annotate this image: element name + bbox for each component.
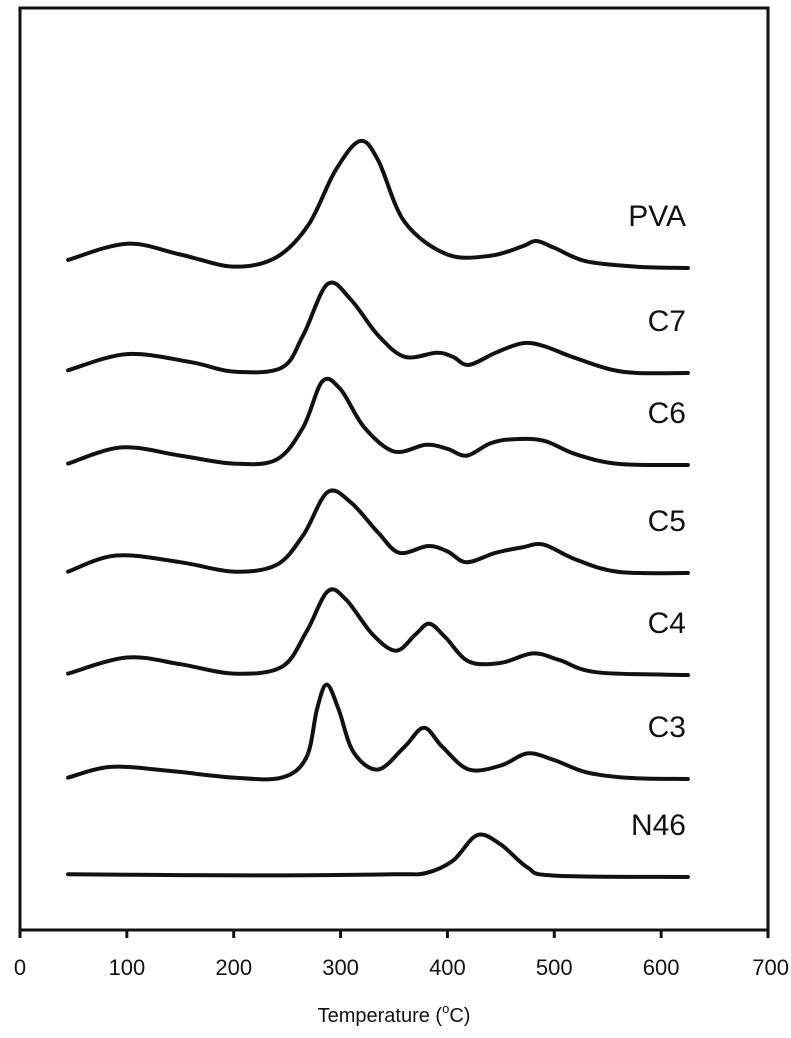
x-tick-label: 100 (108, 955, 145, 980)
x-tick-label: 600 (643, 955, 680, 980)
x-tick-label: 400 (429, 955, 466, 980)
series-line-pva (66, 138, 690, 270)
series-label-c7: C7 (648, 305, 686, 338)
series-label-c5: C5 (648, 505, 686, 538)
x-axis-ticks: 0 100 200 300 400 500 600 700 (14, 930, 789, 980)
series-label-c4: C4 (648, 607, 686, 640)
x-tick-label: 500 (536, 955, 573, 980)
series-line-c5 (66, 488, 690, 576)
series-label-c3: C3 (648, 711, 686, 744)
series-line-c7 (66, 280, 690, 376)
series-label-c6: C6 (648, 397, 686, 430)
x-axis-title-suffix: C) (449, 1005, 470, 1027)
series-line-c6 (66, 376, 690, 468)
x-tick-label: 300 (322, 955, 359, 980)
x-axis-title-sup: o (442, 1001, 449, 1016)
series-label-pva: PVA (628, 200, 686, 233)
x-tick-label: 200 (215, 955, 252, 980)
series-labels: PVA C7 C6 C5 C4 C3 N46 (628, 200, 686, 842)
x-axis-title: Temperature (oC) (318, 1001, 471, 1027)
series-line-c4 (66, 587, 690, 677)
x-axis-title-prefix: Temperature ( (318, 1005, 443, 1027)
series-curves (66, 138, 690, 879)
series-line-c3 (66, 682, 690, 782)
series-label-n46: N46 (631, 809, 686, 842)
series-line-n46 (66, 832, 690, 879)
x-tick-label: 0 (14, 955, 26, 980)
x-tick-label: 700 (752, 955, 789, 980)
plot-frame (18, 6, 770, 932)
